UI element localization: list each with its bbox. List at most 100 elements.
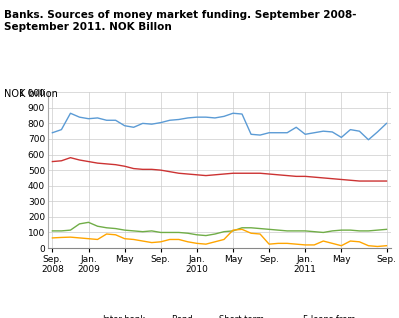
F-loans from
Norges Bank [194,241,199,245]
Short term
security loans [122,228,127,232]
Bond
loans [276,173,280,177]
F-loans from
Norges Bank [168,238,172,241]
Inter-bank
loans [186,116,190,120]
Inter-bank
loans [285,131,290,135]
Short term
security loans [258,227,263,231]
Short term
security loans [366,229,371,233]
Inter-bank
loans [267,131,271,135]
F-loans from
Norges Bank [68,235,73,239]
Short term
security loans [77,222,82,226]
F-loans from
Norges Bank [104,232,109,236]
F-loans from
Norges Bank [186,240,190,244]
Bond
loans [158,168,163,172]
Inter-bank
loans [312,131,317,135]
Inter-bank
loans [294,125,298,129]
Short term
security loans [168,231,172,234]
F-loans from
Norges Bank [149,241,154,245]
Inter-bank
loans [176,118,181,121]
Bond
loans [357,179,362,183]
Short term
security loans [339,228,344,232]
F-loans from
Norges Bank [131,238,136,241]
Bond
loans [68,156,73,160]
Short term
security loans [68,228,73,232]
Inter-bank
loans [59,128,64,132]
F-loans from
Norges Bank [384,244,389,248]
Short term
security loans [312,230,317,234]
Bond
loans [213,173,217,177]
Short term
security loans [50,229,55,233]
Short term
security loans [303,229,308,233]
Short term
security loans [95,224,100,228]
Inter-bank
loans [140,121,145,125]
Short term
security loans [285,229,290,233]
Bond
loans [221,172,226,176]
Short term
security loans [276,228,280,232]
Inter-bank
loans [122,124,127,128]
Inter-bank
loans [276,131,280,135]
Bond
loans [86,160,91,163]
F-loans from
Norges Bank [267,242,271,246]
Bond
loans [59,159,64,163]
Bond
loans [348,178,353,182]
Inter-bank
loans [194,115,199,119]
Short term
security loans [348,228,353,232]
Bond
loans [104,162,109,166]
F-loans from
Norges Bank [348,239,353,243]
F-loans from
Norges Bank [258,232,263,236]
Bond
loans [294,175,298,178]
F-loans from
Norges Bank [59,236,64,239]
Inter-bank
loans [330,130,335,134]
Inter-bank
loans [303,132,308,136]
Short term
security loans [375,228,380,232]
Short term
security loans [321,231,326,234]
Inter-bank
loans [384,121,389,125]
Bond
loans [149,168,154,171]
Short term
security loans [113,227,118,231]
F-loans from
Norges Bank [77,236,82,240]
F-loans from
Norges Bank [375,245,380,248]
F-loans from
Norges Bank [366,244,371,248]
F-loans from
Norges Bank [95,238,100,241]
Line: Inter-bank
loans: Inter-bank loans [52,113,387,140]
Inter-bank
loans [77,115,82,119]
Bond
loans [131,167,136,170]
Short term
security loans [231,229,235,233]
F-loans from
Norges Bank [221,238,226,241]
F-loans from
Norges Bank [303,243,308,247]
Bond
loans [267,172,271,176]
Bond
loans [303,175,308,178]
Bond
loans [176,171,181,175]
Inter-bank
loans [113,118,118,122]
F-loans from
Norges Bank [140,239,145,243]
Short term
security loans [186,231,190,235]
Bond
loans [375,179,380,183]
Bond
loans [321,176,326,180]
Inter-bank
loans [86,117,91,121]
Inter-bank
loans [168,118,172,122]
Bond
loans [77,158,82,162]
F-loans from
Norges Bank [203,242,208,246]
Short term
security loans [104,226,109,230]
Inter-bank
loans [158,121,163,125]
Short term
security loans [194,233,199,237]
Line: Short term
security loans: Short term security loans [52,222,387,236]
Inter-bank
loans [366,138,371,142]
Inter-bank
loans [149,122,154,126]
Bond
loans [339,177,344,181]
Inter-bank
loans [50,131,55,135]
Short term
security loans [86,220,91,224]
Short term
security loans [176,231,181,234]
Bond
loans [249,171,253,175]
Inter-bank
loans [131,125,136,129]
Line: F-loans from
Norges Bank: F-loans from Norges Bank [52,229,387,246]
Short term
security loans [267,227,271,231]
Bond
loans [194,173,199,177]
Bond
loans [95,161,100,165]
Bond
loans [50,160,55,163]
Bond
loans [168,170,172,174]
Bond
loans [186,172,190,176]
Bond
loans [140,168,145,171]
Bond
loans [231,171,235,175]
F-loans from
Norges Bank [122,237,127,241]
Inter-bank
loans [258,133,263,137]
